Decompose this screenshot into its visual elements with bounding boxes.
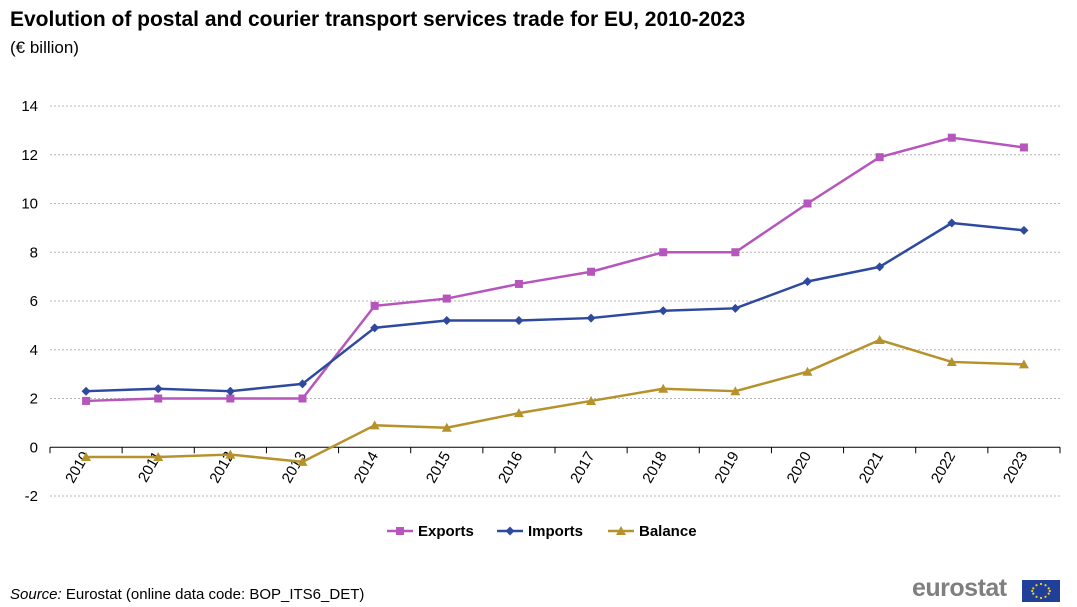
legend-marker-exports (396, 527, 404, 535)
point-exports (947, 133, 956, 142)
point-imports (370, 323, 380, 333)
point-balance (441, 422, 452, 432)
point-balance (369, 420, 380, 430)
source-label: Source: (10, 586, 62, 603)
point-imports (514, 316, 524, 325)
y-tick-label: 0 (30, 439, 38, 456)
x-tick-label: 2016 (495, 449, 526, 486)
series-line-balance (86, 338, 1024, 464)
point-imports (730, 303, 740, 313)
x-tick-label: 2019 (711, 449, 742, 486)
point-exports (659, 248, 668, 257)
point-imports (442, 316, 452, 325)
point-balance (586, 395, 597, 405)
point-imports (298, 379, 307, 389)
point-imports (658, 306, 668, 316)
x-tick-label: 2021 (856, 449, 887, 486)
y-tick-label: 4 (30, 342, 38, 359)
point-exports (154, 394, 163, 403)
point-balance (802, 366, 813, 376)
point-balance (946, 356, 957, 366)
x-tick-label: 2017 (567, 449, 598, 486)
series-line-exports (86, 136, 1025, 403)
point-exports (587, 267, 596, 276)
y-tick-label: 12 (21, 147, 38, 164)
source-text: Eurostat (online data code: BOP_ITS6_DET… (61, 586, 365, 603)
point-balance (225, 449, 236, 459)
y-tick-label: 14 (21, 98, 38, 115)
x-tick-label: 2018 (639, 449, 670, 486)
x-tick-label: 2023 (1000, 449, 1031, 486)
point-exports (82, 396, 91, 405)
y-tick-label: 8 (30, 244, 38, 261)
point-imports (947, 218, 957, 228)
y-tick-label: -2 (25, 488, 38, 505)
x-tick-label: 2013 (279, 449, 310, 486)
legend-label-imports: Imports (528, 523, 583, 540)
legend-marker-imports (505, 526, 515, 536)
x-tick-label: 2011 (135, 449, 166, 485)
series-line-imports (86, 221, 1025, 393)
point-balance (730, 386, 741, 396)
legend-label-balance: Balance (639, 523, 697, 540)
point-balance (513, 408, 524, 418)
x-tick-label: 2014 (351, 449, 382, 486)
x-tick-label: 2010 (62, 449, 93, 486)
point-balance (1018, 359, 1029, 369)
point-exports (298, 394, 307, 403)
point-imports (153, 384, 163, 394)
chart-title: Evolution of postal and courier transpor… (10, 8, 746, 31)
eurostat-logo-text: eurostat (912, 574, 1007, 602)
point-exports (370, 301, 379, 310)
legend-marker-balance (616, 526, 626, 535)
point-balance (153, 452, 164, 461)
source-note: Source: Eurostat (online data code: BOP_… (10, 586, 364, 603)
point-imports (1019, 225, 1029, 235)
legend-label-exports: Exports (418, 523, 474, 540)
point-exports (442, 294, 451, 303)
point-exports (875, 153, 884, 162)
point-imports (803, 277, 812, 286)
point-imports (875, 262, 885, 272)
point-exports (226, 394, 235, 403)
x-tick-label: 2015 (423, 449, 454, 486)
point-imports (225, 386, 235, 396)
eu-flag-icon (1022, 580, 1060, 602)
point-exports (731, 248, 740, 257)
point-imports (586, 313, 596, 323)
point-balance (874, 335, 885, 344)
point-balance (297, 456, 308, 466)
point-exports (514, 279, 523, 288)
x-tick-label: 2022 (928, 449, 959, 486)
x-tick-label: 2020 (784, 449, 815, 486)
point-imports (81, 386, 91, 396)
point-balance (81, 452, 92, 461)
y-tick-label: 6 (30, 293, 38, 310)
y-tick-label: 10 (21, 196, 38, 213)
chart-subtitle: (€ billion) (10, 38, 79, 57)
point-exports (803, 199, 812, 208)
point-balance (658, 383, 669, 393)
y-tick-label: 2 (30, 391, 38, 408)
point-exports (1019, 143, 1028, 152)
